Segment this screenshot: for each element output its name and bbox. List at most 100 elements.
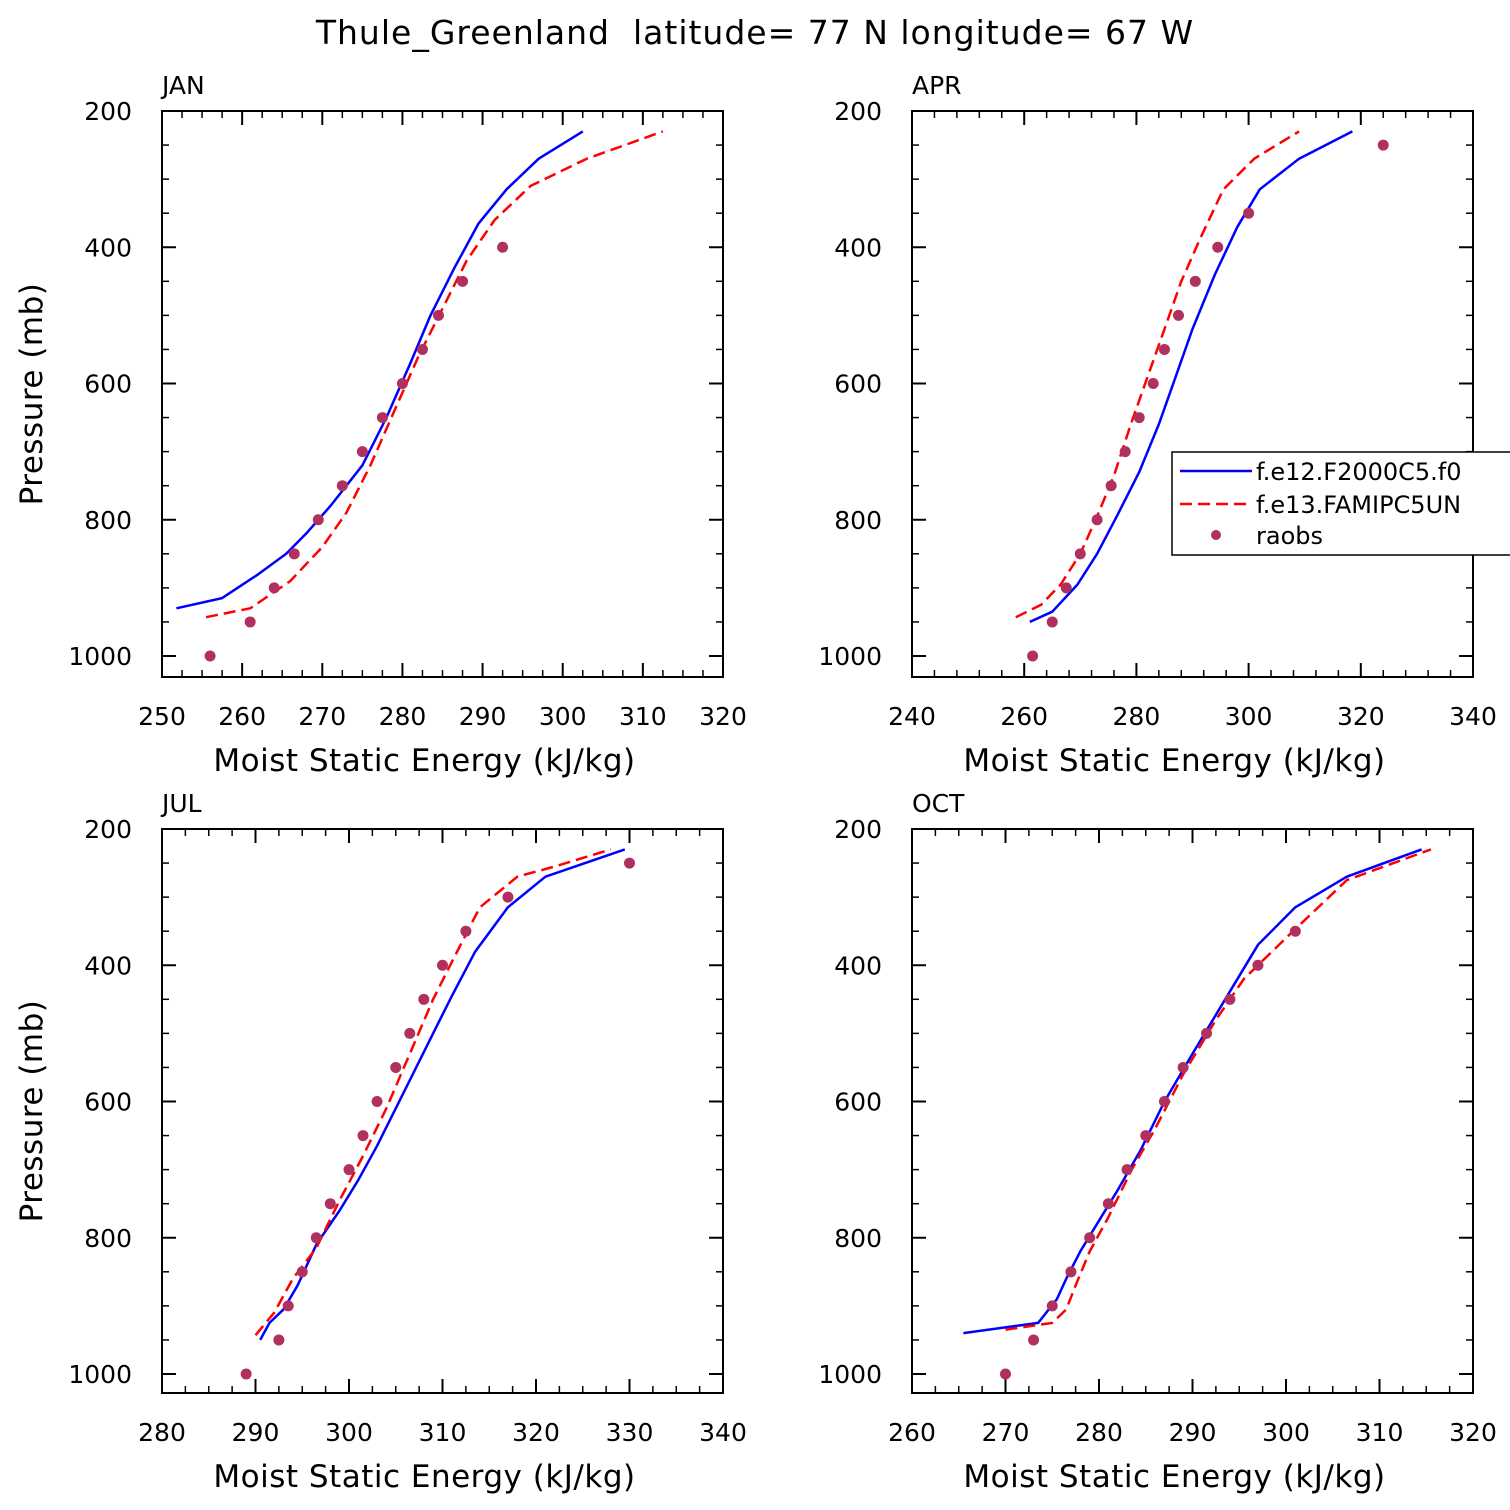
raobs-point bbox=[273, 1334, 285, 1346]
y-tick-label: 1000 bbox=[68, 642, 132, 671]
legend-label-model1: f.e12.F2000C5.f0 bbox=[1256, 458, 1462, 486]
raobs-point bbox=[1224, 993, 1236, 1005]
x-tick-label: 290 bbox=[459, 702, 507, 731]
x-tick-label: 280 bbox=[1113, 702, 1161, 731]
y-tick-label: 600 bbox=[834, 1088, 882, 1117]
raobs-point bbox=[204, 650, 216, 662]
raobs-point bbox=[396, 378, 408, 389]
raobs-point bbox=[343, 1164, 355, 1176]
raobs-point bbox=[624, 857, 635, 869]
panel-label-apr: APR bbox=[912, 71, 962, 100]
raobs-point bbox=[1119, 446, 1131, 458]
y-tick-label: 200 bbox=[834, 815, 882, 844]
x-tick-label: 300 bbox=[1225, 702, 1273, 731]
x-tick-label: 260 bbox=[218, 702, 266, 731]
panel-label-oct: OCT bbox=[912, 789, 965, 818]
legend-swatch-raobs bbox=[1211, 530, 1221, 540]
plot-frame-apr bbox=[911, 110, 1474, 678]
raobs-point bbox=[416, 343, 428, 355]
x-tick-label: 270 bbox=[982, 1418, 1030, 1447]
raobs-point bbox=[1201, 1027, 1213, 1039]
panel-jan: JAN 250 260 270 280 290 300 310 320 200 400 600 800 1… bbox=[14, 71, 747, 779]
y-tick-label: 800 bbox=[84, 506, 132, 535]
x-tick-label: 280 bbox=[138, 1418, 186, 1447]
raobs-point bbox=[1189, 275, 1201, 287]
x-tick-label: 300 bbox=[325, 1418, 373, 1447]
raobs-point bbox=[418, 993, 430, 1005]
raobs-point bbox=[244, 616, 256, 628]
x-tick-label: 280 bbox=[1075, 1418, 1123, 1447]
model1-line-jul bbox=[259, 848, 626, 1341]
model1-line-apr bbox=[1029, 130, 1353, 624]
x-tick-label: 260 bbox=[888, 1418, 936, 1447]
panels: JAN 250 260 270 280 290 300 310 320 200 400 600 800 1… bbox=[14, 71, 1497, 1495]
x-tick-label: 320 bbox=[699, 702, 747, 731]
x-tick-label: 290 bbox=[232, 1418, 280, 1447]
raobs-point bbox=[371, 1096, 383, 1107]
raobs-point bbox=[1147, 378, 1159, 389]
raobs-point bbox=[457, 275, 469, 287]
raobs-point bbox=[282, 1300, 294, 1312]
panel-label-jan: JAN bbox=[160, 71, 205, 100]
legend-label-raobs: raobs bbox=[1256, 522, 1323, 550]
raobs-point bbox=[1158, 343, 1170, 355]
x-axis-title-jul: Moist Static Energy (kJ/kg) bbox=[213, 1459, 635, 1495]
raobs-point bbox=[1121, 1164, 1133, 1176]
raobs-point bbox=[357, 1130, 369, 1142]
raobs-point bbox=[497, 241, 509, 253]
raobs-point bbox=[240, 1368, 252, 1380]
x-tick-label: 250 bbox=[138, 702, 186, 731]
raobs-point bbox=[432, 309, 444, 321]
y-tick-label: 600 bbox=[834, 370, 882, 399]
panel-apr: APR 240 260 280 300 320 340 200 400 600 800 1000 Moi… bbox=[818, 71, 1496, 779]
y-axis-title-jan: Pressure (mb) bbox=[14, 283, 50, 506]
x-tick-label: 290 bbox=[1169, 1418, 1217, 1447]
raobs-point bbox=[1027, 650, 1039, 662]
y-tick-label: 800 bbox=[84, 1224, 132, 1253]
y-tick-label: 1000 bbox=[818, 1360, 882, 1389]
y-tick-label: 400 bbox=[834, 233, 882, 262]
raobs-point bbox=[1046, 616, 1058, 628]
raobs-point bbox=[460, 925, 472, 937]
model2-line-oct bbox=[1005, 848, 1432, 1331]
raobs-point bbox=[1243, 207, 1255, 219]
raobs-point bbox=[288, 548, 300, 560]
raobs-point bbox=[1105, 480, 1117, 492]
raobs-point bbox=[376, 412, 388, 424]
panel-oct: OCT 260 270 280 290 300 310 320 200 400 600 800 1000… bbox=[818, 789, 1496, 1495]
raobs-point bbox=[1140, 1130, 1152, 1142]
raobs-point bbox=[1000, 1368, 1011, 1380]
model1-line-oct bbox=[963, 848, 1423, 1335]
raobs-point bbox=[1133, 412, 1145, 424]
x-tick-label: 300 bbox=[539, 702, 587, 731]
raobs-point bbox=[1172, 309, 1184, 321]
x-tick-label: 320 bbox=[1449, 1418, 1497, 1447]
y-tick-label: 200 bbox=[84, 97, 132, 126]
raobs-point bbox=[296, 1266, 308, 1278]
y-tick-label: 600 bbox=[84, 370, 132, 399]
raobs-point bbox=[1377, 139, 1389, 151]
raobs-point bbox=[404, 1027, 416, 1039]
x-tick-label: 270 bbox=[298, 702, 346, 731]
x-tick-label: 310 bbox=[419, 1418, 467, 1447]
x-axis-title-apr: Moist Static Energy (kJ/kg) bbox=[963, 743, 1385, 779]
raobs-point bbox=[268, 582, 280, 594]
raobs-point bbox=[336, 480, 348, 492]
y-tick-label: 800 bbox=[834, 506, 882, 535]
y-tick-label: 600 bbox=[84, 1088, 132, 1117]
raobs-point bbox=[1091, 514, 1103, 526]
y-tick-label: 1000 bbox=[68, 1360, 132, 1389]
panel-jul: JUL 280 290 300 310 320 330 340 200 400 600 800 1000… bbox=[14, 789, 747, 1495]
y-tick-label: 400 bbox=[84, 951, 132, 980]
raobs-point bbox=[1102, 1198, 1114, 1210]
x-tick-label: 340 bbox=[699, 1418, 747, 1447]
raobs-point bbox=[1252, 959, 1264, 971]
y-tick-label: 1000 bbox=[818, 642, 882, 671]
raobs-point bbox=[1158, 1096, 1170, 1107]
raobs-point bbox=[310, 1232, 322, 1244]
raobs-point bbox=[437, 959, 448, 971]
x-tick-label: 240 bbox=[888, 702, 936, 731]
x-tick-label: 340 bbox=[1449, 702, 1497, 731]
x-axis-title-jan: Moist Static Energy (kJ/kg) bbox=[213, 743, 635, 779]
raobs-point bbox=[312, 514, 324, 526]
